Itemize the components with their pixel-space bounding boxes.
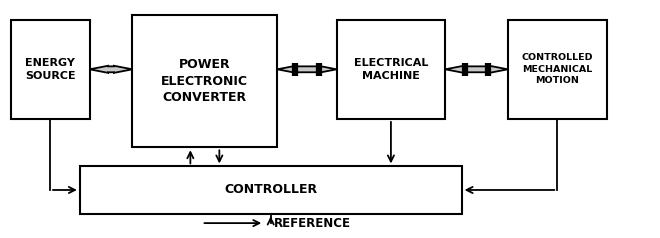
Polygon shape: [90, 66, 133, 73]
Text: ENERGY
SOURCE: ENERGY SOURCE: [25, 58, 75, 81]
Text: ELECTRICAL
MACHINE: ELECTRICAL MACHINE: [354, 58, 428, 81]
Bar: [337, 20, 446, 119]
Bar: [80, 166, 462, 214]
Text: POWER
ELECTRONIC
CONVERTER: POWER ELECTRONIC CONVERTER: [161, 58, 248, 104]
Polygon shape: [277, 66, 337, 73]
Text: REFERENCE: REFERENCE: [274, 217, 351, 230]
Bar: [133, 15, 277, 147]
Polygon shape: [446, 66, 508, 73]
Bar: [508, 20, 607, 119]
Text: CONTROLLED
MECHANICAL
MOTION: CONTROLLED MECHANICAL MOTION: [521, 53, 593, 85]
Text: CONTROLLER: CONTROLLER: [224, 183, 317, 197]
Bar: [11, 20, 90, 119]
